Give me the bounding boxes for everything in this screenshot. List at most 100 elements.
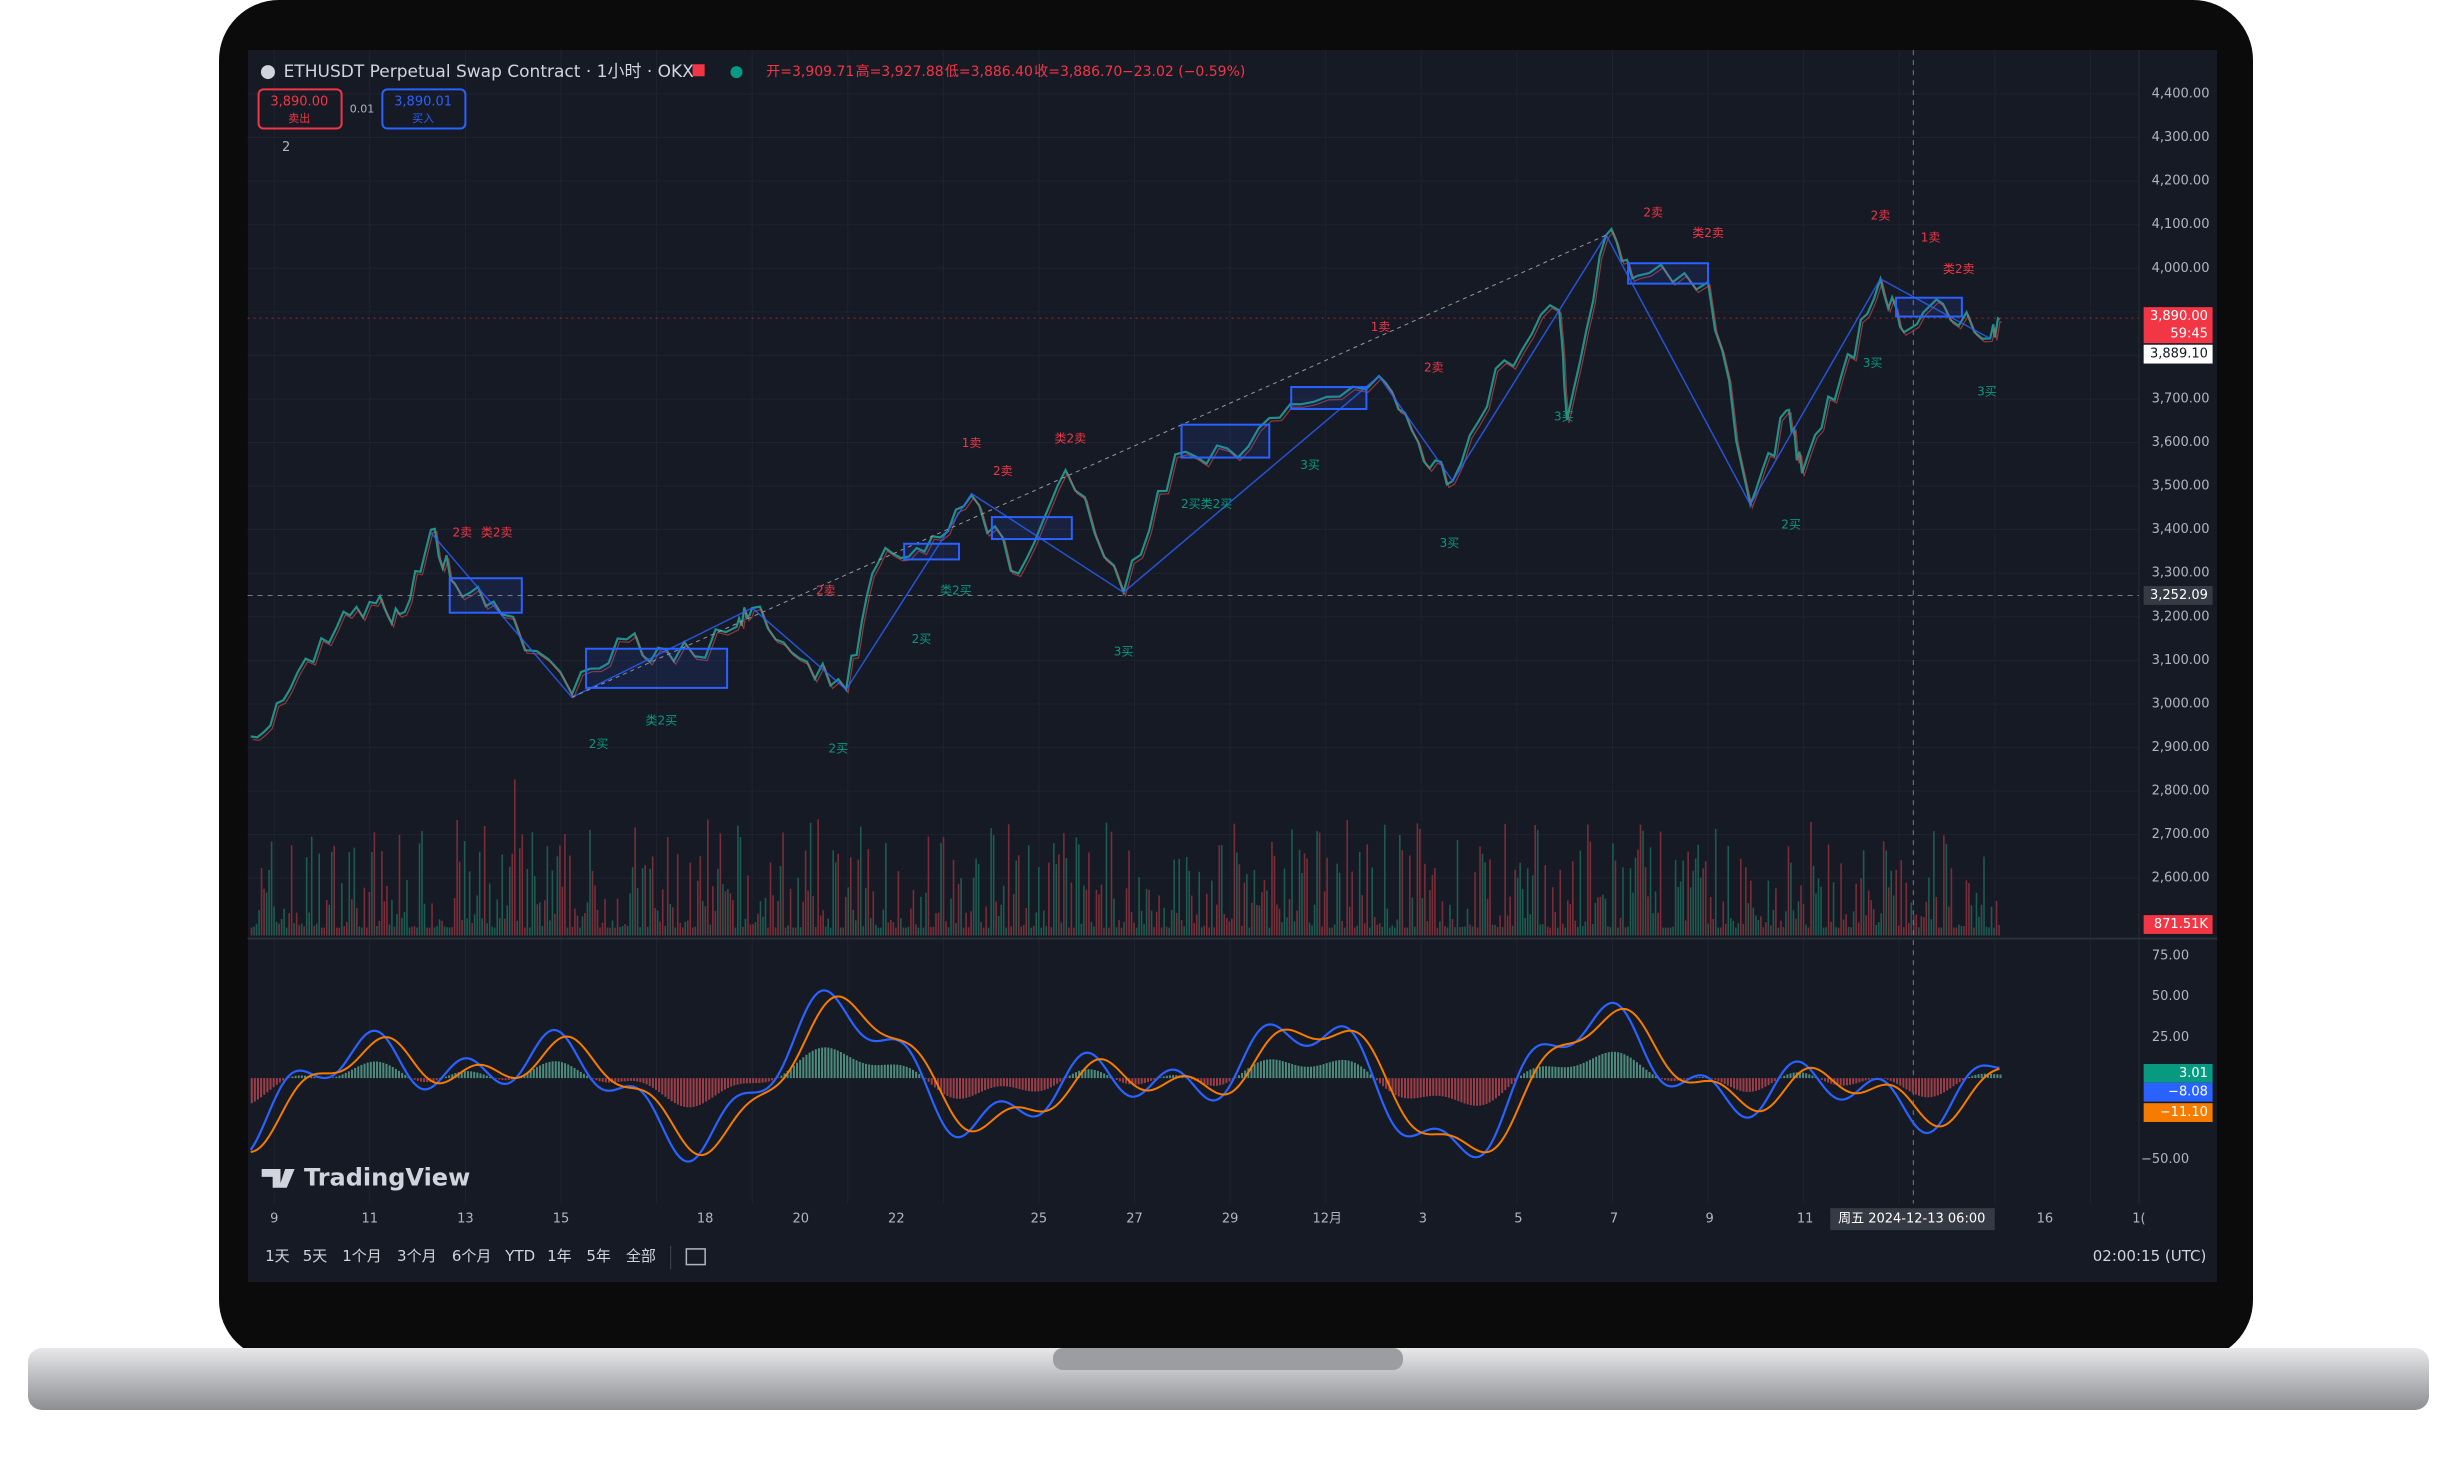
- volume-bar: [483, 825, 486, 936]
- volume-bar: [1539, 924, 1542, 936]
- macd-hist: [523, 1074, 526, 1079]
- volume-bar: [1541, 924, 1544, 936]
- timeframe-button[interactable]: 5天: [303, 1247, 328, 1265]
- volume-bar: [1474, 872, 1476, 936]
- macd-hist: [1190, 1078, 1193, 1080]
- sell-price[interactable]: 3,890.00: [270, 94, 328, 109]
- macd-hist: [1723, 1078, 1726, 1084]
- timeframe-button[interactable]: 3个月: [397, 1247, 437, 1265]
- volume-bar: [1205, 893, 1208, 936]
- volume-bar: [1970, 905, 1973, 936]
- calendar-icon[interactable]: [685, 1248, 706, 1266]
- timeframe-button[interactable]: YTD: [504, 1247, 535, 1265]
- volume-bar: [1722, 901, 1725, 936]
- timeframe-button[interactable]: 1个月: [342, 1247, 382, 1265]
- price-tick-label: 3,300.00: [2152, 566, 2210, 581]
- macd-hist: [1040, 1078, 1043, 1091]
- macd-hist: [382, 1062, 385, 1079]
- macd-hist: [479, 1073, 482, 1079]
- macd-hist: [1554, 1066, 1557, 1079]
- indicator-toggle[interactable]: 2: [282, 140, 290, 155]
- macd-hist: [1472, 1078, 1475, 1106]
- volume-bar: [609, 927, 611, 936]
- volume-bar: [1654, 891, 1657, 936]
- volume-bar: [1569, 903, 1572, 936]
- volume-bar: [1682, 860, 1684, 936]
- volume-bar: [1607, 926, 1609, 936]
- macd-hist: [1131, 1078, 1134, 1085]
- price-tick-label: 2,900.00: [2152, 740, 2210, 755]
- price-tick-label: 2,800.00: [2152, 784, 2210, 799]
- volume-bar: [714, 910, 717, 936]
- macd-hist: [1676, 1078, 1679, 1081]
- macd-hist: [423, 1078, 426, 1082]
- volume-bar: [897, 871, 900, 936]
- timeframe-button[interactable]: 1天: [265, 1247, 290, 1265]
- volume-bar: [832, 850, 834, 936]
- macd-hist: [1939, 1078, 1942, 1094]
- macd-hist: [1538, 1066, 1541, 1079]
- macd-hist: [1980, 1073, 1983, 1079]
- macd-hist: [1143, 1078, 1146, 1083]
- volume-bar: [1572, 861, 1574, 936]
- volume-bar: [1346, 820, 1348, 936]
- volume-bar: [1190, 895, 1193, 936]
- date-tick-label: 27: [1126, 1212, 1143, 1227]
- macd-hist: [1870, 1078, 1873, 1079]
- volume-bar: [601, 922, 604, 936]
- timeframe-button[interactable]: 1年: [547, 1247, 572, 1265]
- pivot-box: [1290, 386, 1368, 410]
- volume-bar: [1218, 845, 1221, 936]
- macd-hist: [1215, 1078, 1218, 1086]
- volume-bar: [699, 856, 702, 936]
- volume-bar: [1228, 921, 1231, 936]
- volume-bar: [358, 926, 361, 936]
- macd-hist: [1140, 1078, 1143, 1084]
- volume-bar: [1073, 927, 1075, 936]
- volume-bar: [1739, 858, 1742, 936]
- volume-bar: [569, 855, 571, 936]
- buy-price[interactable]: 3,890.01: [394, 94, 452, 109]
- volume-bar: [338, 927, 341, 936]
- macd-hist: [532, 1068, 535, 1079]
- volume-bar: [443, 926, 446, 936]
- volume-bar: [413, 926, 416, 936]
- volume-bar: [1404, 927, 1406, 936]
- macd-hist: [1733, 1078, 1736, 1089]
- volume-bar: [1348, 906, 1351, 936]
- volume-bar: [1872, 909, 1875, 936]
- volume-bar: [488, 883, 491, 936]
- volume-bar: [641, 868, 644, 936]
- date-tick-label: 11: [1797, 1212, 1814, 1227]
- macd-hist: [1002, 1078, 1005, 1087]
- volume-bar: [895, 927, 897, 936]
- macd-hist: [1291, 1064, 1294, 1079]
- macd-hist: [1858, 1078, 1861, 1083]
- volume-bar: [1358, 852, 1361, 936]
- volume-bar: [566, 927, 569, 936]
- volume-bar: [1662, 927, 1664, 936]
- macd-hist: [1792, 1072, 1795, 1079]
- volume-bar: [1912, 915, 1915, 936]
- crosshair-top-bg: [2143, 344, 2213, 364]
- volume-bar: [842, 927, 845, 936]
- volume-bar: [471, 923, 473, 936]
- volume-bar: [1915, 914, 1918, 936]
- volume-bar: [1469, 924, 1471, 936]
- volume-bar: [1441, 901, 1444, 936]
- timeframe-button[interactable]: 6个月: [452, 1247, 492, 1265]
- macd-hist: [1620, 1053, 1623, 1079]
- timeframe-button[interactable]: 全部: [626, 1247, 656, 1265]
- volume-bar: [822, 910, 824, 936]
- macd-hist: [470, 1071, 473, 1079]
- volume-bar: [727, 889, 729, 936]
- volume-bar: [1221, 845, 1223, 936]
- macd-hist: [1056, 1078, 1059, 1084]
- timeframe-button[interactable]: 5年: [586, 1247, 611, 1265]
- volume-bar: [1426, 921, 1429, 936]
- volume-bar: [436, 926, 438, 936]
- volume-bar: [1830, 921, 1832, 936]
- volume-bar: [957, 883, 960, 936]
- macd-hist: [993, 1078, 996, 1088]
- volume-bar: [1524, 918, 1526, 936]
